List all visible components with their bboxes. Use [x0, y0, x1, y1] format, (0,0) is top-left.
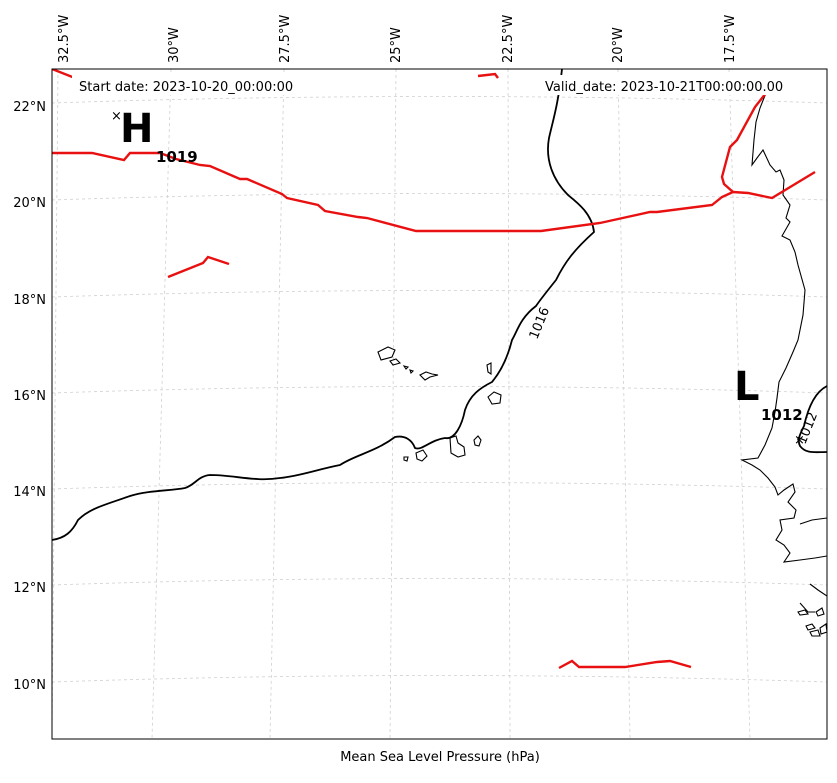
isobar-red-topcenter [477, 72, 499, 79]
isobars-black [52, 69, 827, 541]
high-pressure-center: × H 1019 [111, 106, 198, 166]
low-pressure-center: L 1012 × [734, 364, 805, 448]
parallel-14n [52, 482, 827, 490]
parallel-22n [52, 96, 827, 104]
lon-tick-label: 27.5°W [278, 15, 293, 63]
cape-verde-santo-antao [377, 346, 396, 361]
valid-date-label: Valid_date: 2023-10-21T00:00:00.00 [545, 80, 783, 95]
meridian-30w [151, 69, 172, 739]
low-center-marker: × [794, 433, 805, 448]
lat-tick-label: 12°N [13, 581, 46, 596]
cape-verde-boa-vista [487, 391, 502, 405]
lat-tick-label: 18°N [13, 293, 46, 308]
high-value: 1019 [156, 148, 198, 166]
lon-tick-label: 22.5°W [501, 15, 516, 63]
isobars-red [52, 69, 816, 670]
meridian-20w [617, 69, 631, 739]
isobar-red-north [52, 151, 816, 233]
cape-verde-santa-luzia [402, 365, 415, 375]
lat-tick-label: 16°N [13, 389, 46, 404]
meridian-27.5w [269, 69, 285, 739]
cape-verde-brava [403, 456, 409, 462]
meridian-25w [389, 69, 397, 739]
lat-tick-label: 20°N [13, 196, 46, 211]
cape-verde-sao-nicolau [419, 371, 439, 381]
lat-tick-labels: 22°N 20°N 18°N 16°N 14°N 12°N 10°N [13, 100, 46, 693]
meridian-32.5w [52, 69, 59, 739]
cape-verde-maio [473, 435, 482, 447]
low-letter: L [734, 364, 760, 410]
isobar-red-segment-south [558, 659, 692, 670]
parallel-10n [52, 675, 827, 683]
isobar-1012 [797, 385, 827, 454]
lat-tick-label: 14°N [13, 485, 46, 500]
start-date-label: Start date: 2023-10-20_00:00:00 [79, 80, 293, 95]
coastline [377, 92, 827, 637]
low-value: 1012 [761, 406, 803, 424]
parallel-20n [52, 193, 827, 201]
cape-verde-fogo [415, 449, 428, 462]
isobar-red-segment-west [167, 255, 230, 279]
lon-tick-label: 20°W [611, 27, 626, 63]
cape-verde-sao-vicente [389, 358, 402, 366]
start-date-bg [72, 75, 312, 95]
valid-date-bg [540, 75, 805, 95]
meridian-17.5w [728, 69, 751, 739]
lon-tick-label: 17.5°W [723, 15, 738, 63]
lon-tick-labels: 32.5°W 30°W 27.5°W 25°W 22.5°W 20°W 17.5… [57, 15, 738, 63]
cape-verde-santiago [449, 435, 466, 458]
meridian-22.5w [507, 69, 511, 739]
parallel-18n [52, 290, 827, 298]
bijagos-islands [797, 607, 827, 637]
africa-coast [740, 92, 827, 613]
map-frame [51, 68, 828, 740]
isobar-1016 [52, 69, 595, 541]
parallel-12n [52, 578, 827, 586]
lat-tick-label: 10°N [13, 678, 46, 693]
high-letter: H [120, 106, 153, 152]
lon-tick-label: 25°W [389, 27, 404, 63]
graticule [52, 69, 827, 739]
high-center-marker: × [111, 109, 122, 124]
lon-tick-label: 32.5°W [57, 15, 72, 63]
x-axis-label: Mean Sea Level Pressure (hPa) [340, 750, 540, 765]
parallel-16n [52, 386, 827, 394]
isobar-red-loop [720, 92, 767, 193]
lon-tick-label: 30°W [167, 27, 182, 63]
lat-tick-label: 22°N [13, 100, 46, 115]
cape-verde-sal [486, 362, 492, 376]
